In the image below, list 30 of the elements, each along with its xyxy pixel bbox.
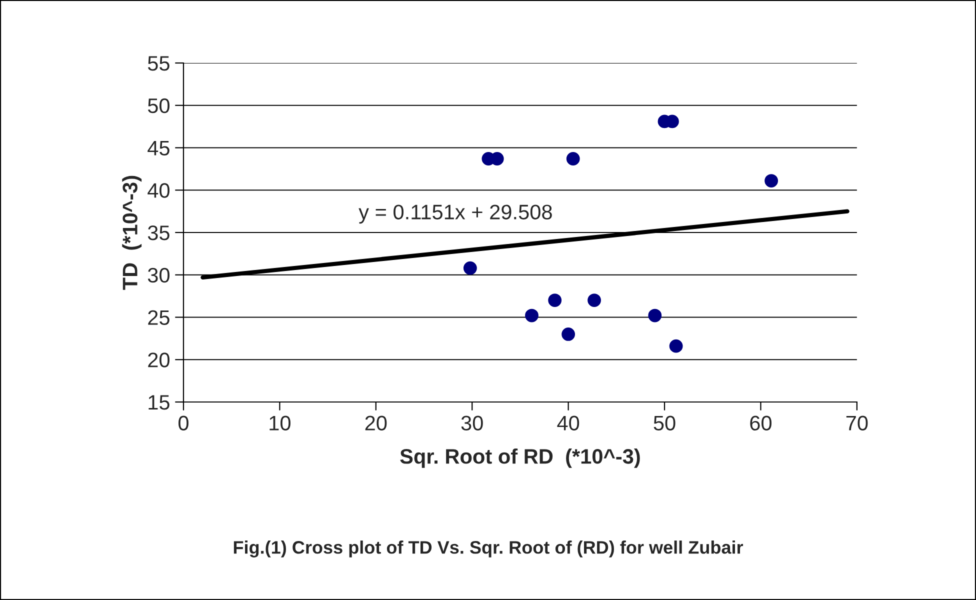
y-tick-label: 50 xyxy=(148,98,170,114)
y-tick-label: 40 xyxy=(148,183,170,198)
x-tick-label: 30 xyxy=(461,416,483,430)
x-axis-title: Sqr. Root of RD (*10^-3) xyxy=(400,448,640,468)
y-axis-title: TD (*10^-3) xyxy=(122,176,142,290)
x-tick-label: 70 xyxy=(846,416,868,430)
y-tick-label: 30 xyxy=(148,268,170,283)
y-tick-label: 35 xyxy=(148,226,170,240)
point xyxy=(548,294,562,308)
point xyxy=(566,152,580,166)
y-tick-label: 15 xyxy=(148,395,170,410)
x-tick-label: 20 xyxy=(365,416,387,430)
point xyxy=(764,174,778,188)
y-tick-label: 55 xyxy=(148,56,170,71)
point xyxy=(463,261,477,275)
y-tick-label: 25 xyxy=(148,310,170,326)
y-tick-label: 20 xyxy=(148,352,170,368)
point xyxy=(525,308,538,322)
point xyxy=(669,339,683,353)
point xyxy=(588,294,601,308)
annotation: y = 0.1151x + 29.508 xyxy=(358,204,552,224)
x-tick-label: 40 xyxy=(557,416,580,430)
y-tick-label: 45 xyxy=(148,140,170,156)
text: Fig.(1) Cross plot of TD Vs. Sqr. Root of (RD) for well Zubair xyxy=(234,540,744,558)
point xyxy=(648,308,662,322)
x-tick-label: 0 xyxy=(178,416,188,430)
x-tick-label: 10 xyxy=(270,416,290,430)
x-tick-label: 60 xyxy=(750,416,772,430)
x-tick-label: 50 xyxy=(654,416,676,430)
point xyxy=(562,327,576,341)
